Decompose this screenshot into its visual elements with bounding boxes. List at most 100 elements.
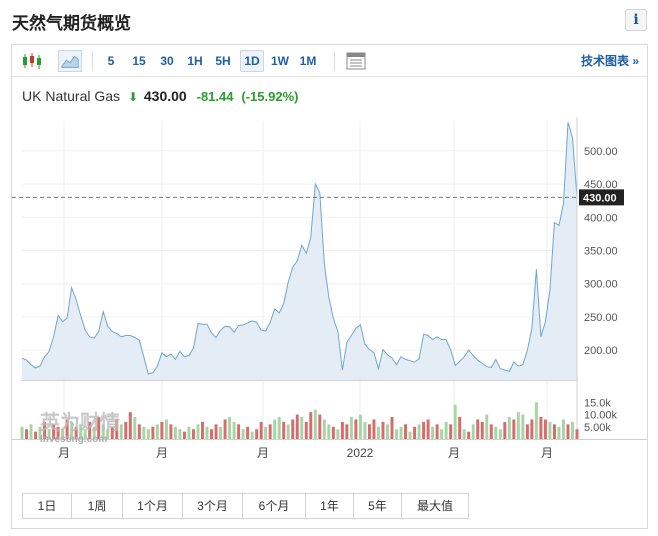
volume-bar [480, 421, 484, 439]
volume-bar [268, 424, 272, 439]
volume-bar [237, 424, 241, 439]
interval-5[interactable]: 5 [107, 54, 115, 68]
volume-tick-label: 10.00k [584, 410, 618, 422]
volume-bar [101, 424, 105, 439]
volume-bar [494, 426, 498, 439]
volume-bar [273, 419, 277, 439]
volume-bar [318, 414, 322, 439]
range-selector: 1日 1周 1个月 3个月 6个月 1年 5年 最大值 [22, 493, 469, 519]
volume-bar [395, 429, 399, 439]
volume-bar [444, 421, 448, 439]
price-area [22, 122, 577, 381]
volume-bar [570, 421, 574, 439]
volume-bar [304, 421, 308, 439]
volume-bar [169, 424, 173, 439]
volume-bar [575, 429, 579, 439]
volume-bar [29, 424, 33, 439]
interval-1h[interactable]: 1H [187, 54, 203, 68]
area-chart-icon[interactable] [58, 50, 82, 72]
price-change-pct: (-15.92%) [241, 89, 299, 104]
range-max[interactable]: 最大值 [402, 494, 468, 518]
quote-line: UK Natural Gas ⬇ 430.00 -81.44 (-15.92%) [22, 88, 298, 104]
range-1d[interactable]: 1日 [23, 494, 72, 518]
volume-bar [327, 424, 331, 439]
volume-tick-label: 5.00k [584, 422, 611, 434]
volume-bar [70, 421, 74, 439]
volume-bar [61, 429, 65, 439]
volume-bar [543, 419, 547, 439]
interval-15[interactable]: 15 [132, 54, 146, 68]
range-1y[interactable]: 1年 [306, 494, 354, 518]
volume-bar [507, 417, 511, 439]
volume-bar [363, 421, 367, 439]
volume-bar [340, 421, 344, 439]
volume-bar [503, 421, 507, 439]
volume-bar [34, 431, 38, 439]
volume-bar [223, 419, 227, 439]
candlestick-icon[interactable] [20, 50, 44, 72]
volume-bar [200, 421, 204, 439]
volume-bar [214, 424, 218, 439]
interval-1w[interactable]: 1W [271, 54, 289, 68]
range-6m[interactable]: 6个月 [243, 494, 306, 518]
volume-bar [462, 429, 466, 439]
volume-bar [92, 426, 96, 439]
volume-bar [557, 426, 561, 439]
range-3m[interactable]: 3个月 [183, 494, 243, 518]
price-chart[interactable]: 200.00 250.00 300.00 350.00 400.00 450.00 500.… [12, 117, 647, 477]
price-tick-label: 350.00 [584, 246, 618, 258]
page-title: 天然气期货概览 [12, 14, 131, 33]
volume-bar [309, 412, 313, 439]
volume-bar [178, 429, 182, 439]
volume-bar [264, 426, 268, 439]
volume-bar [232, 421, 236, 439]
instrument-name: UK Natural Gas [22, 88, 121, 104]
range-1w[interactable]: 1周 [72, 494, 123, 518]
volume-bar [485, 414, 489, 439]
volume-bar [110, 426, 114, 439]
volume-bar [417, 424, 421, 439]
volume-bar [399, 426, 403, 439]
toolbar-separator [334, 51, 335, 71]
volume-bar [561, 419, 565, 439]
price-tick-label: 200.00 [584, 345, 618, 357]
chart-toolbar: 5 15 30 1H 5H 1D 1W 1M 技术图表 » [12, 45, 647, 77]
watermark-logo: 英为财情 [40, 410, 120, 434]
volume-bar [525, 424, 529, 439]
interval-1d[interactable]: 1D [240, 50, 264, 72]
volume-bar [83, 429, 87, 439]
volume-bar [331, 426, 335, 439]
interval-30[interactable]: 30 [160, 54, 174, 68]
volume-bar [246, 426, 250, 439]
volume-bar [552, 424, 556, 439]
price-tick-label: 500.00 [584, 146, 618, 158]
last-price-tag-label: 430.00 [583, 192, 617, 204]
volume-bar [404, 424, 408, 439]
interval-1m[interactable]: 1M [299, 54, 317, 68]
volume-bar [489, 424, 493, 439]
last-price-tag [579, 189, 624, 206]
range-5y[interactable]: 5年 [354, 494, 402, 518]
volume-bar [521, 414, 525, 439]
info-icon[interactable]: i [625, 9, 647, 31]
volume-bar [88, 421, 92, 439]
volume-bar [38, 426, 42, 439]
volume-bar [566, 424, 570, 439]
volume-bar [385, 424, 389, 439]
interval-5h[interactable]: 5H [215, 54, 231, 68]
volume-bar [345, 424, 349, 439]
range-1m[interactable]: 1个月 [123, 494, 183, 518]
price-change: -81.44 [196, 89, 234, 104]
chart-widget: 5 15 30 1H 5H 1D 1W 1M 技术图表 » UK Natural… [11, 44, 648, 529]
volume-bar [133, 417, 137, 439]
technical-chart-link[interactable]: 技术图表 » [580, 54, 639, 68]
volume-bar [539, 417, 543, 439]
volume-bar [187, 426, 191, 439]
table-view-icon[interactable] [344, 50, 368, 72]
volume-bar [390, 417, 394, 439]
volume-bar [530, 419, 534, 439]
volume-bar [47, 429, 51, 439]
last-price: 430.00 [143, 88, 187, 104]
volume-bar [115, 419, 119, 439]
volume-bar [354, 419, 358, 439]
